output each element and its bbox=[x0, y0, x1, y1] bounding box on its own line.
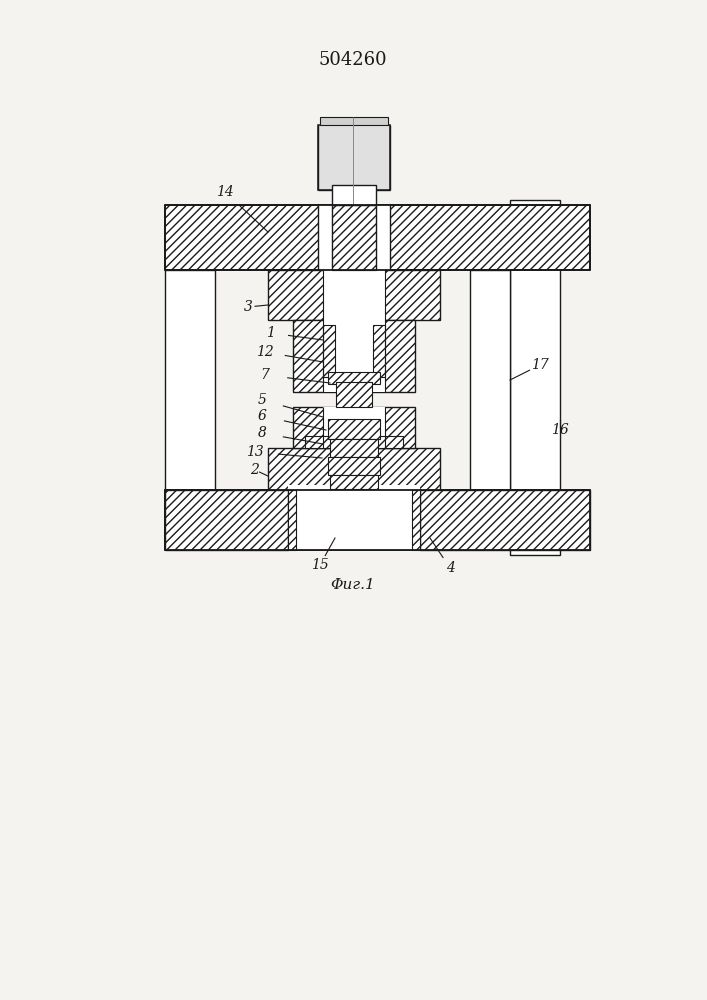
Bar bbox=[318, 125, 390, 190]
Text: 3: 3 bbox=[244, 300, 252, 314]
Text: 17: 17 bbox=[531, 358, 549, 372]
Bar bbox=[165, 270, 215, 490]
Polygon shape bbox=[353, 270, 440, 320]
Text: 4: 4 bbox=[445, 561, 455, 575]
Text: 1: 1 bbox=[266, 326, 274, 340]
Polygon shape bbox=[353, 448, 440, 490]
Text: 504260: 504260 bbox=[319, 51, 387, 69]
Polygon shape bbox=[330, 439, 378, 457]
Bar bbox=[318, 205, 390, 270]
Bar bbox=[470, 270, 510, 490]
Text: 6: 6 bbox=[257, 409, 267, 423]
Text: 15: 15 bbox=[311, 558, 329, 572]
Text: 14: 14 bbox=[216, 185, 234, 199]
Polygon shape bbox=[323, 325, 335, 377]
Text: 16: 16 bbox=[551, 423, 569, 437]
Text: 12: 12 bbox=[256, 345, 274, 359]
Polygon shape bbox=[328, 457, 380, 475]
Polygon shape bbox=[373, 325, 385, 377]
Bar bbox=[510, 200, 560, 555]
Polygon shape bbox=[412, 490, 420, 550]
Polygon shape bbox=[328, 372, 380, 384]
Polygon shape bbox=[420, 490, 590, 550]
Text: 8: 8 bbox=[257, 426, 267, 440]
Polygon shape bbox=[268, 270, 353, 320]
Polygon shape bbox=[336, 382, 372, 407]
Polygon shape bbox=[332, 205, 376, 270]
Bar bbox=[323, 407, 385, 448]
Bar bbox=[320, 117, 388, 125]
Polygon shape bbox=[293, 407, 353, 448]
Bar bbox=[323, 270, 385, 392]
Polygon shape bbox=[305, 436, 403, 448]
Polygon shape bbox=[293, 320, 353, 392]
Polygon shape bbox=[328, 419, 380, 439]
Text: 5: 5 bbox=[257, 393, 267, 407]
Polygon shape bbox=[330, 475, 378, 489]
Polygon shape bbox=[268, 448, 353, 490]
Text: 2: 2 bbox=[250, 463, 259, 477]
Text: 7: 7 bbox=[261, 368, 269, 382]
Polygon shape bbox=[332, 205, 376, 270]
Polygon shape bbox=[165, 205, 590, 270]
Polygon shape bbox=[288, 490, 296, 550]
Bar bbox=[288, 485, 420, 550]
Text: 13: 13 bbox=[246, 445, 264, 459]
Polygon shape bbox=[353, 320, 415, 392]
Polygon shape bbox=[353, 407, 415, 448]
Text: Φиг.1: Φиг.1 bbox=[331, 578, 375, 592]
Polygon shape bbox=[165, 490, 590, 550]
Bar bbox=[332, 185, 376, 205]
Polygon shape bbox=[165, 490, 288, 550]
